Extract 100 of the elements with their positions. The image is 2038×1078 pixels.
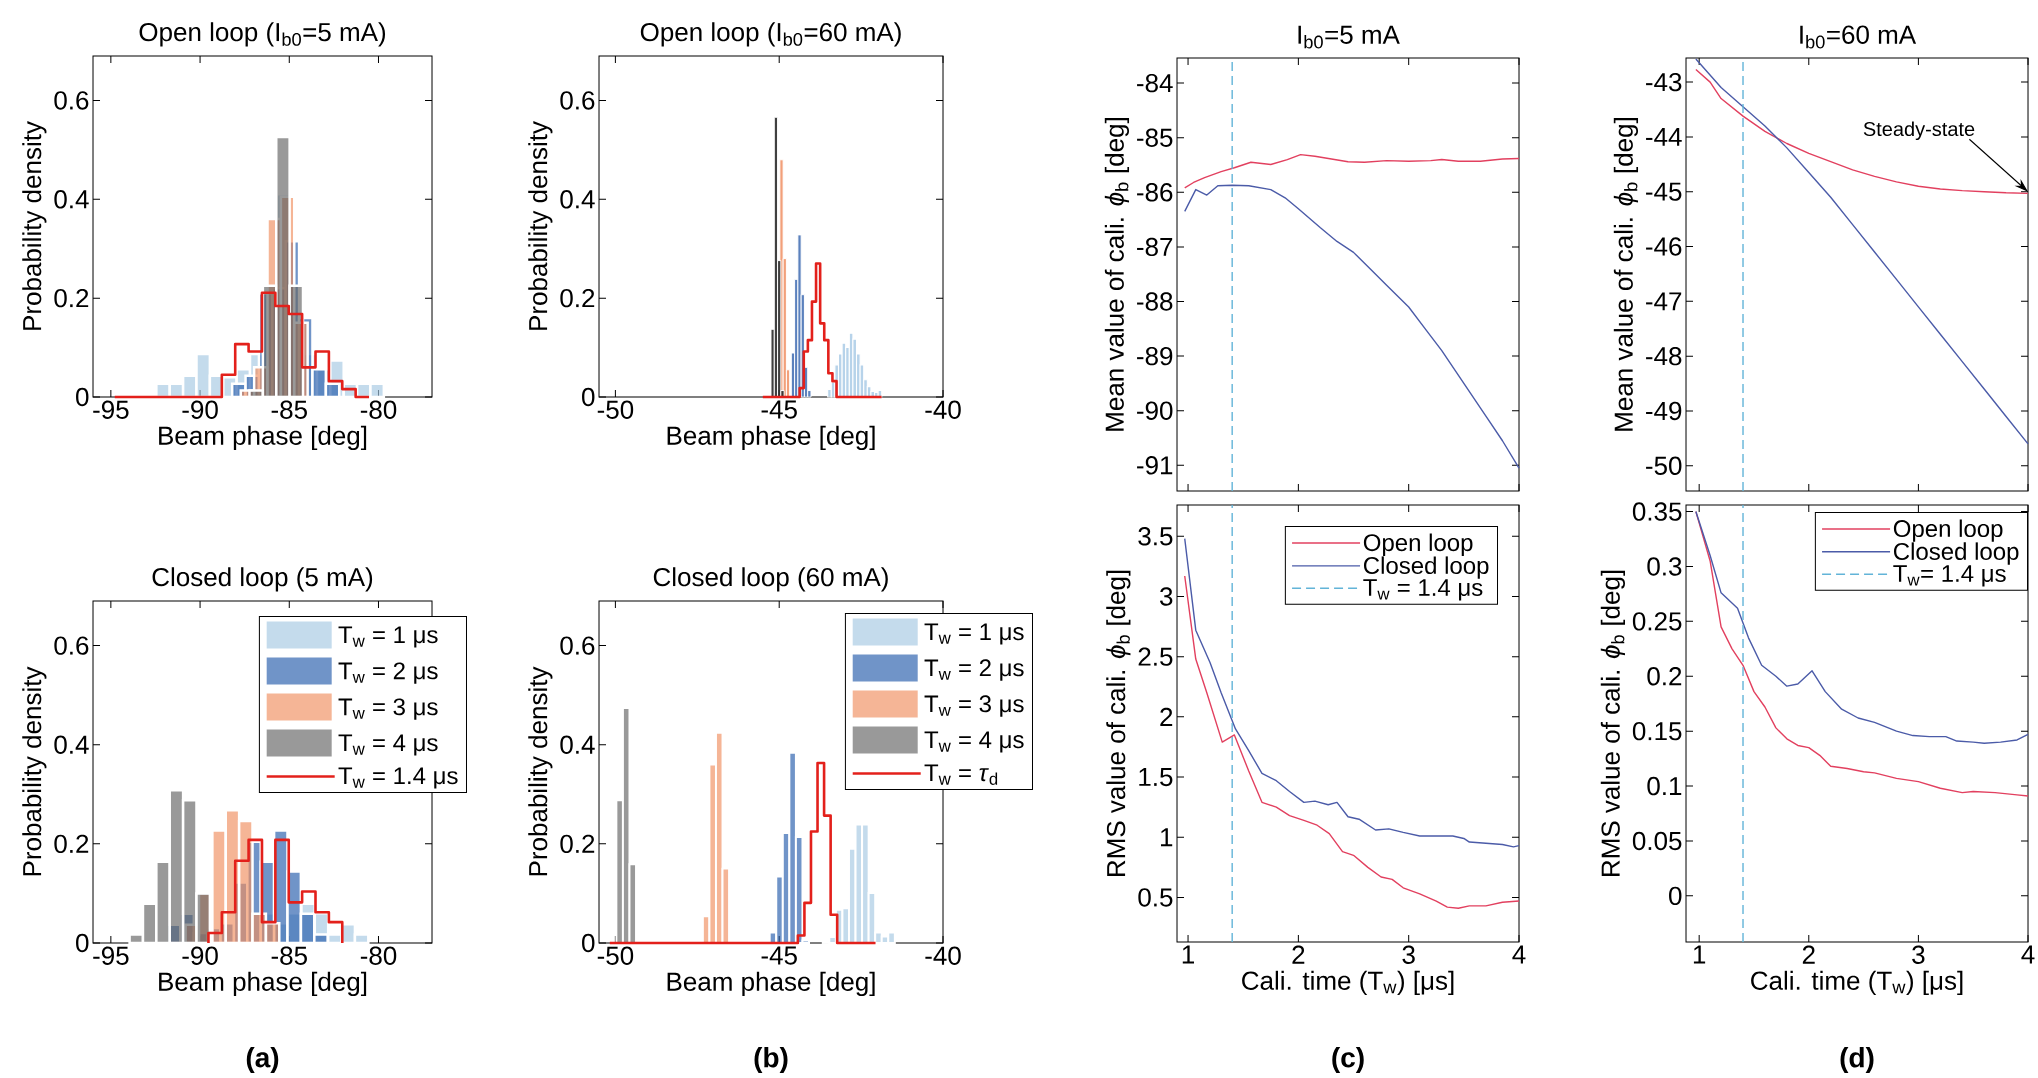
y-tick-label: 2.5 [1138, 647, 1173, 666]
legend-label: T$_{w}$ = 1 μs [924, 623, 1024, 645]
y-tick-label: -84 [1137, 73, 1173, 93]
y-tick-label: 0.6 [54, 91, 89, 110]
legend-label: T$_{w}$ = 3 μs [338, 698, 438, 720]
x-tick-label: -40 [925, 946, 961, 965]
x-tick-label: -85 [271, 400, 307, 419]
legend-label: T$_{w}$ = 4 μs [338, 734, 438, 756]
x-axis-title: Beam phase [deg] [667, 425, 875, 451]
x-axis-title: Cali. time (T$_{w}$) [μs] [1751, 970, 1963, 996]
y-tick-label: 0.6 [560, 636, 595, 655]
legend-label: T$_{w}$ = 4 μs [924, 731, 1024, 753]
x-tick-label: -50 [597, 946, 634, 965]
y-tick-label: 0.25 [1632, 612, 1682, 631]
y-tick-label: 0.4 [54, 190, 89, 209]
y-tick-label: -87 [1137, 237, 1173, 257]
x-tick-label: 3 [1912, 945, 1925, 964]
y-tick-label: 0.2 [54, 288, 89, 308]
y-axis-title: Mean value of cali. ϕ$_{b}$ [deg] [1104, 118, 1130, 431]
y-tick-label: 0.15 [1632, 721, 1682, 741]
y-tick-label: 0.1 [1647, 776, 1682, 796]
chart-title: I$_{b0}$=60 mA [1800, 25, 1917, 49]
legend-label: Closed loop [1893, 542, 2019, 565]
y-tick-label: 2 [1160, 707, 1173, 726]
x-tick-label: -95 [93, 400, 129, 419]
legend-label: Closed loop [1363, 556, 1489, 579]
legend-label: T$_{w}$ = τ$_{d}$ [924, 764, 998, 785]
text: (c) [1332, 1046, 1364, 1074]
chart-title: Open loop (I$_{b0}$=5 mA) [139, 22, 386, 47]
legend-label: T$_{w}$ = 3 μs [924, 695, 1024, 717]
y-tick-label: -46 [1646, 237, 1682, 256]
x-tick-label: 1 [1693, 945, 1706, 964]
x-tick-label: 2 [1292, 945, 1305, 964]
y-tick-label: 0 [1669, 886, 1682, 906]
text: (d) [1840, 1046, 1874, 1074]
x-tick-label: -90 [182, 946, 218, 965]
x-tick-label: -85 [271, 946, 307, 965]
y-tick-label: -88 [1137, 292, 1173, 311]
legend-label: Open loop [1363, 533, 1473, 556]
y-tick-label: -43 [1646, 72, 1682, 92]
text: (a) [246, 1046, 279, 1074]
y-tick-label: 0.6 [54, 636, 89, 655]
y-axis-title: RMS value of cali. ϕ$_{b}$ [deg] [1106, 570, 1131, 876]
x-tick-label: 4 [1512, 945, 1526, 964]
x-tick-label: 1 [1182, 945, 1194, 964]
y-tick-label: 3.5 [1138, 527, 1173, 546]
y-tick-label: -44 [1646, 127, 1682, 146]
y-tick-label: 0 [582, 933, 595, 953]
y-tick-label: 0 [76, 387, 89, 407]
y-tick-label: 0.05 [1632, 831, 1682, 851]
y-tick-label: 3 [1160, 587, 1173, 606]
legend-label: Open loop [1893, 519, 2003, 542]
y-tick-label: -50 [1646, 456, 1682, 475]
y-tick-label: -85 [1137, 128, 1173, 147]
y-tick-label: -48 [1646, 346, 1682, 366]
y-tick-label: 0.2 [1647, 667, 1682, 686]
y-tick-label: 0.3 [1647, 557, 1682, 576]
x-tick-label: 2 [1802, 945, 1815, 964]
x-tick-label: -80 [360, 400, 397, 419]
legend-label: T$_{w}$ = 2 μs [338, 662, 438, 684]
legend-label: T$_{w}$ = 1.4 μs [1363, 579, 1483, 601]
chart-title: Closed loop (60 mA) [653, 567, 888, 592]
y-tick-label: 0.35 [1632, 502, 1682, 521]
y-tick-label: -89 [1137, 346, 1173, 366]
x-axis-title: Beam phase [deg] [159, 425, 367, 451]
x-tick-label: -50 [597, 400, 634, 419]
y-axis-title: Probability density [22, 666, 47, 876]
x-axis-title: Beam phase [deg] [667, 971, 875, 997]
x-tick-label: -80 [360, 946, 397, 965]
legend-label: T$_{w}$ = 1 μs [338, 626, 438, 648]
legend-label: T$_{w}$ = 1.4 μs [338, 767, 458, 789]
y-tick-label: -91 [1137, 456, 1173, 475]
x-tick-label: -45 [761, 400, 797, 419]
y-tick-label: -49 [1646, 401, 1682, 421]
x-tick-label: 3 [1402, 945, 1415, 964]
y-tick-label: -47 [1646, 292, 1682, 311]
y-tick-label: 0.5 [1138, 888, 1173, 907]
y-tick-label: 0 [582, 387, 595, 407]
annotation: Steady-state [1863, 121, 1975, 141]
chart-title: I$_{b0}$=5 mA [1298, 25, 1400, 49]
x-tick-label: -45 [761, 946, 797, 965]
y-tick-label: 0.6 [560, 91, 595, 110]
y-tick-label: 0.4 [560, 735, 595, 754]
x-axis-title: Cali. time (T$_{w}$) [μs] [1242, 970, 1454, 996]
y-axis-title: RMS value of cali. ϕ$_{b}$ [deg] [1600, 570, 1626, 876]
chart-title: Closed loop (5 mA) [152, 567, 373, 592]
y-tick-label: 0.2 [560, 834, 595, 854]
y-tick-label: 1 [1160, 828, 1173, 847]
y-tick-label: -86 [1137, 183, 1173, 202]
x-tick-label: 4 [2021, 945, 2035, 964]
y-axis-title: Probability density [528, 666, 553, 876]
legend-label: T$_{w}$ = 2 μs [924, 659, 1024, 681]
y-axis-title: Probability density [528, 121, 553, 330]
x-tick-label: -95 [93, 946, 129, 965]
text: (b) [754, 1046, 788, 1074]
y-tick-label: 1.5 [1139, 767, 1173, 787]
x-axis-title: Beam phase [deg] [159, 971, 367, 997]
x-tick-label: -40 [925, 400, 961, 419]
y-tick-label: 0 [76, 933, 89, 953]
y-axis-title: Mean value of cali. ϕ$_{b}$ [deg] [1613, 118, 1639, 431]
